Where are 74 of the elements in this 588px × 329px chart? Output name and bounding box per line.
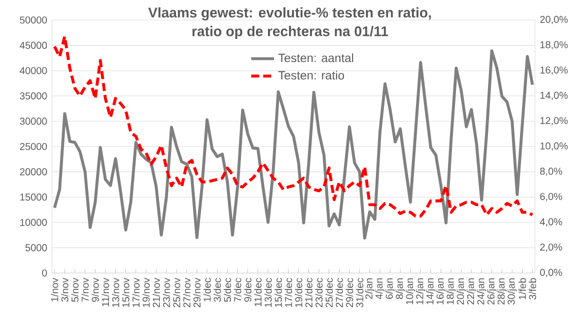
x-tick-label: 7/dec xyxy=(234,278,242,302)
y-tick-label: 5000 xyxy=(25,244,47,252)
x-tick-label: 9/nov xyxy=(92,278,99,302)
x-tick-label: 9/dec xyxy=(244,278,252,302)
chart-title: Vlaams gewest: evolutie-% testen en ratio, ratio op de rechteras na 01/11 xyxy=(148,7,431,39)
y2-tick-label: 6,0% xyxy=(540,192,562,202)
x-tick-label: 29/dec xyxy=(346,278,354,308)
x-tick-label: 19/nov xyxy=(142,278,150,307)
x-tick-label: 13/dec xyxy=(264,278,272,307)
x-tick-label: 5/nov xyxy=(71,278,79,302)
x-tick-label: 3/feb xyxy=(528,278,536,300)
legend-label: Testen: ratio xyxy=(278,70,344,80)
x-tick-label: 30/jan xyxy=(507,278,517,305)
x-tick-label: 15/nov xyxy=(122,278,130,307)
x-tick-label: 18/jan xyxy=(446,278,456,304)
x-tick-label: 3/nov xyxy=(61,278,68,302)
x-tick-label: 26/jan xyxy=(487,278,496,304)
x-tick-label: 13/nov xyxy=(112,278,120,307)
y2-tick-label: 14,0% xyxy=(540,92,568,100)
x-tick-label: 5/dec xyxy=(224,278,232,302)
x-tick-label: 11/dec xyxy=(254,278,262,306)
y2-tick-label: 10,0% xyxy=(540,142,568,151)
x-tick-label: 1/feb xyxy=(518,278,526,300)
x-tick-label: 20/jan xyxy=(456,278,466,304)
x-tick-label: 19/dec xyxy=(294,278,302,307)
x-tick-label: 27/nov xyxy=(183,278,190,308)
y-tick-label: 35000 xyxy=(20,92,47,100)
x-tick-label: 25/dec xyxy=(325,278,333,308)
x-tick-label: 24/jan xyxy=(476,278,486,304)
y2-tick-label: 0,0% xyxy=(540,268,562,278)
y-tick-label: 45000 xyxy=(20,42,47,49)
x-tick-label: 28/jan xyxy=(497,278,507,304)
x-tick-label: 4/jan xyxy=(375,278,385,300)
x-tick-label: 23/nov xyxy=(162,278,170,308)
y-tick-label: 25000 xyxy=(20,142,47,150)
x-tick-label: 22/jan xyxy=(466,278,476,304)
y-tick-label: 50000 xyxy=(20,16,47,24)
x-tick-label: 3/dec xyxy=(214,278,221,302)
x-tick-label: 12/jan xyxy=(416,278,426,304)
x-tick-label: 6/jan xyxy=(385,278,395,299)
x-tick-label: 11/nov xyxy=(102,278,110,306)
x-tick-label: 23/dec xyxy=(315,278,323,308)
x-tick-label: 1/dec xyxy=(203,278,211,302)
y2-tick-label: 18,0% xyxy=(540,41,568,50)
x-tick-label: 2/jan xyxy=(365,278,374,299)
y-tick-label: 0 xyxy=(42,269,47,277)
x-tick-label: 17/nov xyxy=(132,278,140,307)
line-series xyxy=(53,49,534,240)
y2-tick-label: 4,0% xyxy=(540,218,562,227)
x-tick-label: 31/dec xyxy=(356,278,364,308)
y-tick-label: 30000 xyxy=(20,118,47,125)
x-tick-label: 25/nov xyxy=(172,278,180,308)
x-tick-label: 21/nov xyxy=(152,278,160,308)
x-tick-label: 10/jan xyxy=(406,278,416,304)
y2-tick-label: 12,0% xyxy=(540,117,568,126)
legend-label: Testen: aantal xyxy=(278,53,354,62)
y-tick-label: 40000 xyxy=(20,67,47,74)
x-tick-label: 17/dec xyxy=(284,278,292,307)
y2-tick-label: 16,0% xyxy=(540,66,568,75)
x-tick-label: 29/nov xyxy=(193,278,201,308)
y2-tick-label: 2,0% xyxy=(540,244,562,252)
x-tick-label: 7/nov xyxy=(81,278,89,302)
x-tick-label: 16/jan xyxy=(436,278,446,304)
y2-tick-label: 8,0% xyxy=(540,168,562,176)
x-tick-label: 14/jan xyxy=(426,278,436,304)
x-tick-label: 27/dec xyxy=(336,278,343,308)
y-tick-label: 15000 xyxy=(20,194,47,201)
y-tick-label: 20000 xyxy=(20,168,47,176)
x-tick-label: 21/dec xyxy=(305,278,312,308)
x-tick-label: 8/jan xyxy=(396,278,405,299)
y-tick-label: 10000 xyxy=(20,218,47,226)
y2-tick-label: 20,0% xyxy=(540,16,568,24)
x-tick-label: 15/dec xyxy=(274,278,282,307)
x-tick-label: 1/nov xyxy=(50,278,58,302)
